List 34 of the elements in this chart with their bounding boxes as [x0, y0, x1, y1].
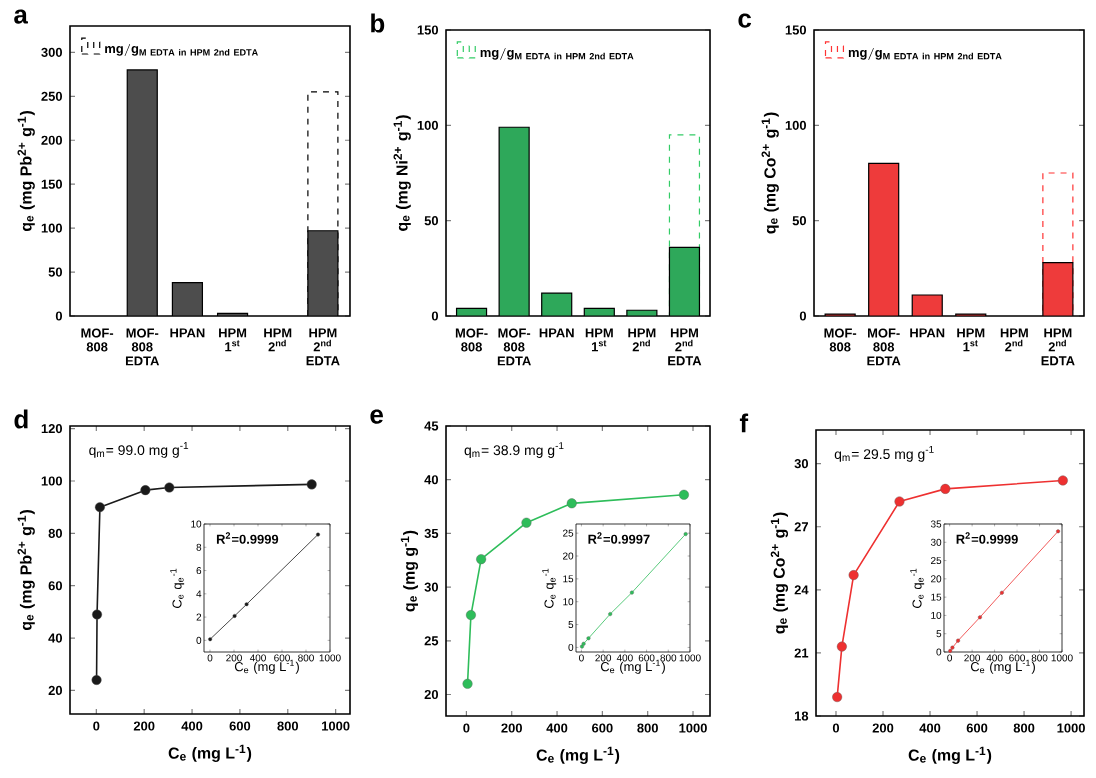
line-series	[208, 532, 320, 642]
chart-title: d	[14, 409, 28, 429]
legend-label: $\mathbf{mg/g_{M\ EDTA\ in\ HPM\ 2nd\ EDTA}}$	[848, 47, 1002, 60]
point	[678, 489, 689, 500]
point	[462, 678, 473, 689]
bar	[171, 282, 204, 316]
bar	[498, 126, 530, 316]
bar	[307, 230, 339, 316]
point	[91, 674, 102, 685]
point	[476, 554, 487, 565]
chart-title: c	[738, 13, 752, 28]
point	[306, 479, 317, 490]
point	[140, 485, 151, 496]
point	[566, 498, 577, 509]
point	[465, 610, 476, 621]
chart-title: e	[370, 409, 383, 424]
legend-label: $\mathbf{mg/g_{M\ EDTA\ in\ HPM\ 2nd\ EDTA}}$	[105, 44, 258, 57]
legend-label: $\mathbf{mg/g_{M\ EDTA\ in\ HPM\ 2nd\ EDTA}}$	[480, 47, 634, 60]
point	[832, 692, 843, 703]
point	[894, 496, 905, 507]
point	[521, 517, 532, 528]
point	[848, 570, 859, 581]
point	[94, 502, 105, 513]
line-series	[579, 532, 688, 649]
point	[164, 482, 175, 493]
chart-title: b	[371, 13, 385, 33]
bar	[126, 69, 158, 316]
bar	[668, 246, 701, 316]
point	[1057, 475, 1068, 486]
point	[940, 483, 951, 494]
point	[836, 641, 847, 652]
point	[92, 609, 103, 620]
chart-title: f	[739, 413, 749, 433]
chart-title: a	[14, 9, 28, 24]
